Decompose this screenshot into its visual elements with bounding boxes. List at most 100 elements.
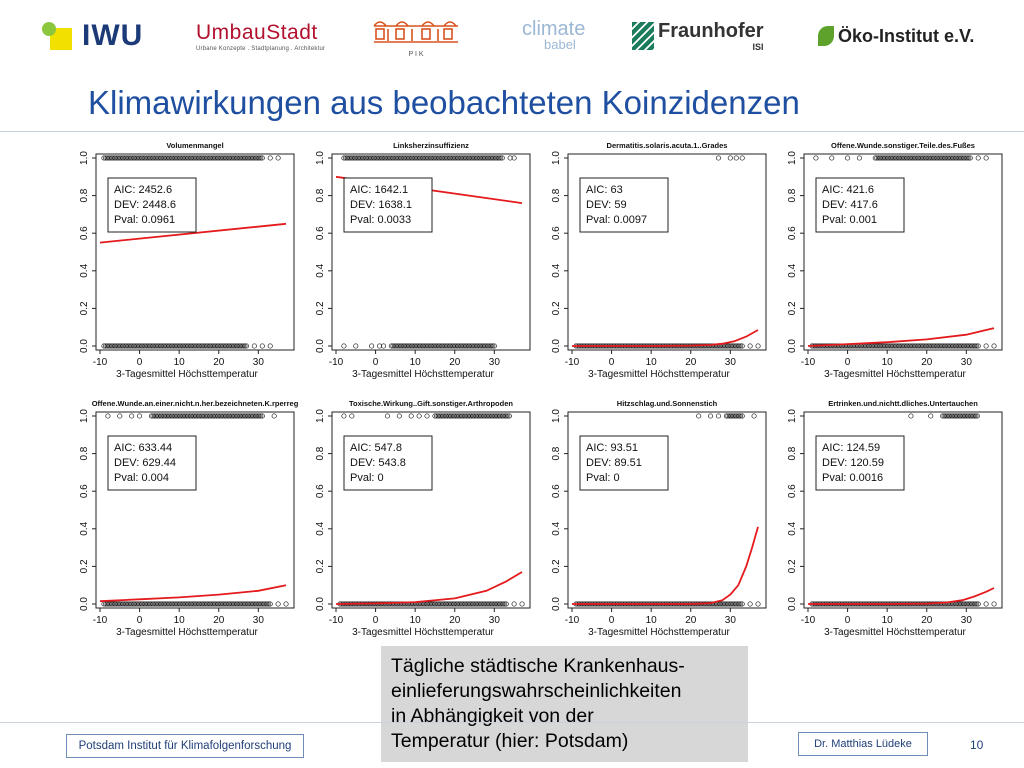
x-tick-label: 0 <box>609 615 615 626</box>
plot-frame <box>567 411 767 609</box>
data-point <box>411 155 417 161</box>
data-point <box>193 155 199 161</box>
data-point <box>401 343 407 349</box>
data-point <box>949 413 955 419</box>
y-tick-label: 0.6 <box>315 484 326 498</box>
data-point <box>499 155 505 161</box>
caption-line: Tägliche städtische Krankenhaus- <box>391 655 685 677</box>
stats-line: DEV: 89.51 <box>586 457 642 469</box>
chart-panel: Offene.Wunde.an.einer.nicht.n.her.bezeic… <box>79 399 299 638</box>
data-point <box>482 343 488 349</box>
data-point <box>755 343 761 349</box>
x-tick-label: 10 <box>646 357 658 368</box>
x-tick-label: 20 <box>213 357 225 368</box>
stats-line: Pval: 0.001 <box>822 214 877 226</box>
plot-frame <box>567 153 767 351</box>
data-point <box>229 155 235 161</box>
data-point <box>416 413 422 419</box>
data-point <box>193 413 199 419</box>
data-point <box>175 343 181 349</box>
data-point <box>223 413 229 419</box>
data-point <box>730 601 736 607</box>
data-point <box>207 413 213 419</box>
y-tick-label: 0.6 <box>79 484 90 498</box>
data-point <box>152 413 158 419</box>
data-point <box>457 601 463 607</box>
data-point <box>477 343 483 349</box>
y-tick-label: 1.0 <box>79 151 90 165</box>
x-tick-label: -10 <box>329 357 344 368</box>
data-point <box>425 155 431 161</box>
data-point <box>452 413 459 419</box>
data-point <box>207 343 213 349</box>
data-point <box>147 343 153 349</box>
data-point <box>180 413 186 419</box>
data-point <box>942 155 948 161</box>
y-tick-label: 0.6 <box>79 226 90 240</box>
y-tick-label: 1.0 <box>551 151 562 165</box>
data-point <box>120 343 126 349</box>
data-point <box>283 601 289 607</box>
data-point <box>974 601 980 607</box>
y-tick-label: 0.0 <box>551 597 562 611</box>
data-point <box>882 343 888 349</box>
data-point <box>205 601 212 607</box>
data-point <box>196 601 202 607</box>
data-point <box>975 601 981 607</box>
x-axis-label: 3-Tagesmittel Höchsttemperatur <box>824 627 966 638</box>
data-point <box>449 155 455 161</box>
data-point <box>436 155 442 161</box>
data-point <box>216 155 223 161</box>
data-point <box>248 601 254 607</box>
data-point <box>220 601 226 607</box>
data-point <box>424 413 430 419</box>
fitted-curve <box>99 584 287 603</box>
data-point <box>156 155 162 161</box>
data-point <box>431 343 437 349</box>
data-point <box>199 601 205 607</box>
data-point <box>479 343 485 349</box>
data-point <box>218 343 224 349</box>
data-point <box>875 343 882 349</box>
data-point <box>221 601 227 607</box>
data-point <box>129 413 135 419</box>
data-point <box>104 601 110 607</box>
data-point <box>247 601 253 607</box>
data-point <box>472 343 478 349</box>
data-point <box>431 155 437 161</box>
data-point <box>199 343 205 349</box>
data-point <box>210 413 216 419</box>
data-point <box>494 601 500 607</box>
data-point <box>229 601 235 607</box>
data-point <box>357 155 363 161</box>
data-point <box>470 413 476 419</box>
data-point <box>487 343 493 349</box>
data-point <box>829 155 835 161</box>
data-point <box>813 155 819 161</box>
plot-frame <box>803 411 1003 609</box>
data-point <box>220 413 226 419</box>
data-point <box>242 413 248 419</box>
stats-box <box>815 435 905 491</box>
data-point <box>109 155 115 161</box>
data-point <box>123 343 129 349</box>
data-point <box>123 155 129 161</box>
data-point <box>226 413 232 419</box>
y-tick-label: 0.4 <box>551 263 562 277</box>
data-point <box>232 601 238 607</box>
oeko-institut-logo: Öko-Institut e.V. <box>818 12 988 60</box>
data-point <box>734 343 741 349</box>
data-point <box>877 343 883 349</box>
data-point <box>183 601 189 607</box>
data-point <box>212 601 218 607</box>
footer-institute: Potsdam Institut für Klimafolgenforschun… <box>66 734 304 758</box>
data-point <box>226 343 232 349</box>
data-point <box>114 155 120 161</box>
data-point <box>152 343 158 349</box>
data-point <box>739 155 745 161</box>
data-point <box>484 413 490 419</box>
x-axis-label: 3-Tagesmittel Höchsttemperatur <box>352 369 494 380</box>
data-point <box>369 343 375 349</box>
data-point <box>932 155 939 161</box>
stats-line: DEV: 59 <box>586 199 627 211</box>
